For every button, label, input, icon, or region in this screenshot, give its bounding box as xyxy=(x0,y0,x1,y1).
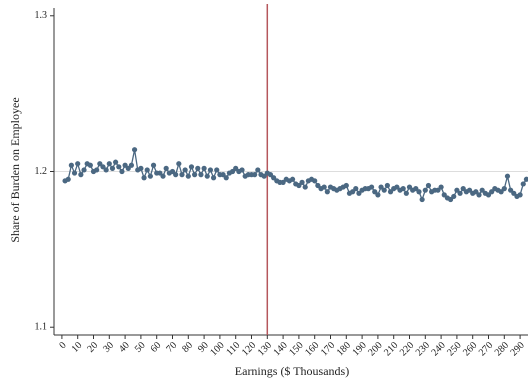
data-point xyxy=(185,173,191,179)
data-point xyxy=(87,162,93,168)
data-point xyxy=(302,184,308,190)
y-tick-label: 1.3 xyxy=(35,10,48,21)
data-point xyxy=(192,172,198,178)
data-point xyxy=(375,192,381,198)
data-point xyxy=(103,167,109,173)
data-point xyxy=(476,192,482,198)
data-point xyxy=(147,173,153,179)
data-point xyxy=(204,173,210,179)
data-point xyxy=(201,165,207,171)
data-point xyxy=(176,161,182,167)
data-point xyxy=(65,176,71,182)
data-point xyxy=(438,184,444,190)
data-point xyxy=(457,190,463,196)
data-point xyxy=(78,172,84,178)
y-axis-label: Share of Burden on Employee xyxy=(8,97,22,242)
data-point xyxy=(131,147,138,153)
data-point xyxy=(150,162,157,168)
data-point xyxy=(179,172,185,178)
data-point xyxy=(109,165,116,171)
data-point xyxy=(75,161,81,167)
data-point xyxy=(173,172,179,178)
x-tick-label: 0 xyxy=(57,340,68,351)
data-point xyxy=(520,181,526,187)
data-point xyxy=(106,161,112,167)
data-point xyxy=(343,182,349,189)
data-point xyxy=(321,184,327,190)
data-point xyxy=(299,179,305,185)
x-axis-label: Earnings ($ Thousands) xyxy=(235,364,349,378)
data-point xyxy=(324,189,330,195)
data-point xyxy=(116,164,122,170)
data-point xyxy=(81,167,87,173)
data-point xyxy=(353,186,359,192)
data-point xyxy=(207,167,214,173)
data-point xyxy=(504,173,511,179)
data-point xyxy=(210,175,217,181)
data-point xyxy=(68,162,74,168)
data-point xyxy=(128,162,135,168)
data-point xyxy=(141,175,147,181)
data-point xyxy=(381,187,387,193)
data-point xyxy=(255,167,261,173)
data-point xyxy=(523,176,528,182)
data-point xyxy=(198,172,204,178)
data-point xyxy=(119,168,125,175)
data-point xyxy=(144,167,150,173)
data-point xyxy=(289,176,296,182)
data-point xyxy=(368,184,375,190)
data-point xyxy=(312,178,318,184)
data-point xyxy=(71,170,78,176)
data-point xyxy=(160,173,166,179)
data-point xyxy=(188,164,195,170)
data-point xyxy=(182,167,188,173)
data-point xyxy=(425,182,432,189)
data-point xyxy=(113,159,119,165)
data-point xyxy=(403,190,409,196)
data-point xyxy=(422,187,428,193)
y-tick-label: 1.1 xyxy=(35,322,48,333)
data-point xyxy=(252,172,258,178)
data-point xyxy=(451,193,457,200)
data-point xyxy=(400,186,406,192)
data-point xyxy=(384,182,390,189)
data-point xyxy=(223,175,229,181)
y-tick-label: 1.2 xyxy=(35,166,48,177)
data-point xyxy=(94,167,100,173)
data-point xyxy=(501,186,507,192)
data-point xyxy=(517,192,523,198)
data-point xyxy=(195,165,201,171)
data-point xyxy=(163,165,169,171)
data-point xyxy=(419,196,425,203)
data-point xyxy=(138,165,144,171)
data-point xyxy=(416,189,422,195)
data-point xyxy=(214,167,220,173)
data-point xyxy=(239,167,245,173)
